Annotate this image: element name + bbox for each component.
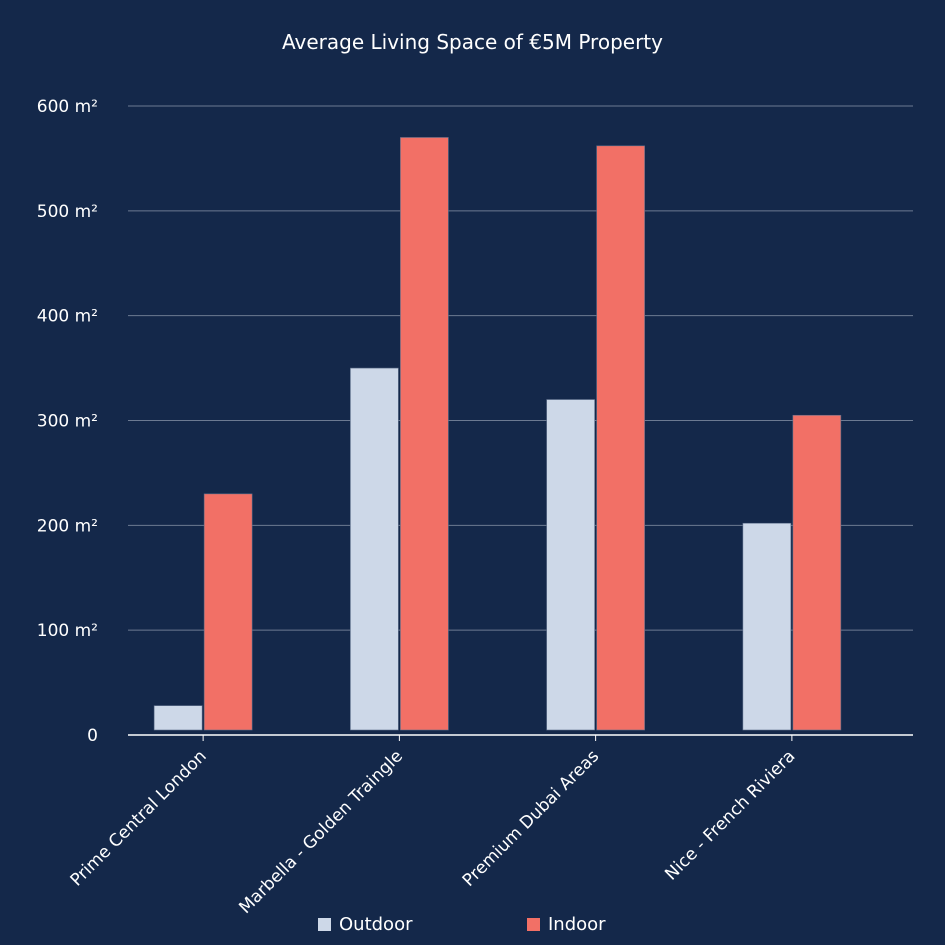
y-tick-label: 200 m²	[37, 516, 98, 536]
legend-label-outdoor: Outdoor	[339, 914, 413, 935]
legend-label-indoor: Indoor	[548, 914, 606, 935]
bar-indoor	[792, 414, 842, 731]
bar-indoor	[400, 137, 449, 731]
x-tick-label: Prime Central London	[67, 746, 211, 890]
bar-indoor	[596, 145, 645, 731]
y-tick-label: 0	[87, 726, 98, 746]
y-tick-label: 400 m²	[37, 307, 98, 327]
x-tick-label: Nice - French Riviera	[661, 746, 799, 884]
y-tick-label: 600 m²	[37, 97, 98, 117]
x-tick-label: Premium Dubai Areas	[459, 746, 604, 891]
legend-swatch-outdoor	[318, 918, 331, 931]
bar-outdoor	[153, 705, 203, 731]
x-tick-label: Marbella - Golden Traingle	[235, 746, 407, 918]
y-tick-label: 500 m²	[37, 202, 98, 222]
bar-indoor	[203, 493, 253, 731]
bar-outdoor	[742, 522, 792, 731]
y-tick-label: 300 m²	[37, 412, 98, 432]
chart-title: Average Living Space of €5M Property	[282, 30, 663, 54]
y-tick-label: 100 m²	[37, 621, 98, 641]
bar-outdoor	[350, 367, 399, 731]
bar-outdoor	[546, 399, 595, 731]
legend-item-outdoor[interactable]: Outdoor	[318, 914, 413, 935]
legend-item-indoor[interactable]: Indoor	[527, 914, 606, 935]
legend-swatch-indoor	[527, 918, 540, 931]
